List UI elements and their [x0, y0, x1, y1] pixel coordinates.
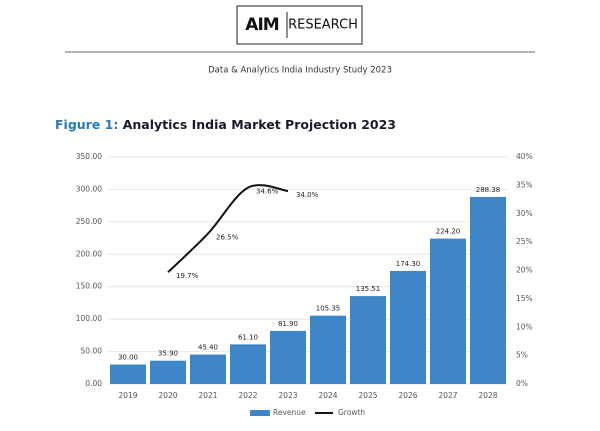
y2-tick-label: 0% [516, 379, 528, 388]
y-tick-label: 100.00 [76, 314, 102, 323]
y-tick-label: 150.00 [76, 282, 102, 291]
y-tick-label: 300.00 [76, 184, 102, 193]
x-tick-label: 2022 [238, 391, 257, 400]
line-value-label: 26.5% [216, 234, 239, 242]
chart-title: Analytics India Market Projection 2023 [123, 117, 396, 132]
bar [390, 270, 426, 384]
bar [470, 196, 506, 384]
legend-label: Growth [338, 408, 365, 417]
bar-value-label: 288.38 [476, 186, 501, 194]
figure-title: Figure 1: Analytics India Market Project… [55, 117, 396, 132]
x-tick-label: 2019 [118, 391, 137, 400]
y2-tick-label: 15% [516, 294, 533, 303]
line-value-label: 34.6% [256, 188, 279, 196]
bar-value-label: 135.51 [356, 285, 381, 293]
bar [230, 344, 266, 384]
y2-tick-label: 40% [516, 152, 533, 161]
y-tick-label: 0.00 [85, 379, 102, 388]
y2-tick-label: 5% [516, 351, 528, 360]
y2-tick-label: 10% [516, 322, 533, 331]
growth-line [167, 184, 289, 273]
bar-value-label: 30.00 [118, 354, 138, 362]
bar [350, 296, 386, 384]
bar-value-label: 35.90 [158, 350, 178, 358]
line-value-label: 34.0% [296, 191, 319, 199]
y2-tick-label: 30% [516, 209, 533, 218]
bar-value-label: 224.20 [436, 228, 461, 236]
x-tick-label: 2026 [398, 391, 417, 400]
y2-tick-label: 20% [516, 266, 533, 275]
figure-label: Figure 1: [55, 117, 118, 132]
logo-mark: AIM [245, 15, 278, 35]
y-tick-label: 200.00 [76, 249, 102, 258]
y2-tick-label: 25% [516, 237, 533, 246]
line-value-label: 19.7% [176, 272, 199, 280]
bar [150, 360, 186, 384]
bar [190, 354, 226, 384]
y2-tick-label: 35% [516, 180, 533, 189]
y-tick-label: 350.00 [76, 152, 102, 161]
bar [310, 315, 346, 384]
legend-swatch [250, 410, 270, 416]
x-tick-label: 2021 [198, 391, 217, 400]
logo-box [236, 5, 363, 45]
x-tick-label: 2024 [318, 391, 337, 400]
x-tick-label: 2027 [438, 391, 457, 400]
y-tick-label: 250.00 [76, 217, 102, 226]
x-tick-label: 2020 [158, 391, 177, 400]
x-tick-label: 2028 [478, 391, 497, 400]
x-tick-label: 2025 [358, 391, 377, 400]
x-tick-label: 2023 [278, 391, 297, 400]
bar [270, 330, 306, 384]
bar-value-label: 105.35 [316, 305, 341, 313]
bar [430, 238, 466, 384]
bar-value-label: 174.30 [396, 260, 421, 268]
y-tick-label: 50.00 [81, 347, 103, 356]
bar-value-label: 81.90 [278, 320, 298, 328]
bar-value-label: 45.40 [198, 344, 218, 352]
legend-label: Revenue [273, 408, 306, 417]
logo-brand: RESEARCH [288, 18, 358, 33]
bar [110, 364, 146, 384]
study-title: Data & Analytics India Industry Study 20… [208, 66, 392, 76]
bar-value-label: 61.10 [238, 333, 258, 341]
